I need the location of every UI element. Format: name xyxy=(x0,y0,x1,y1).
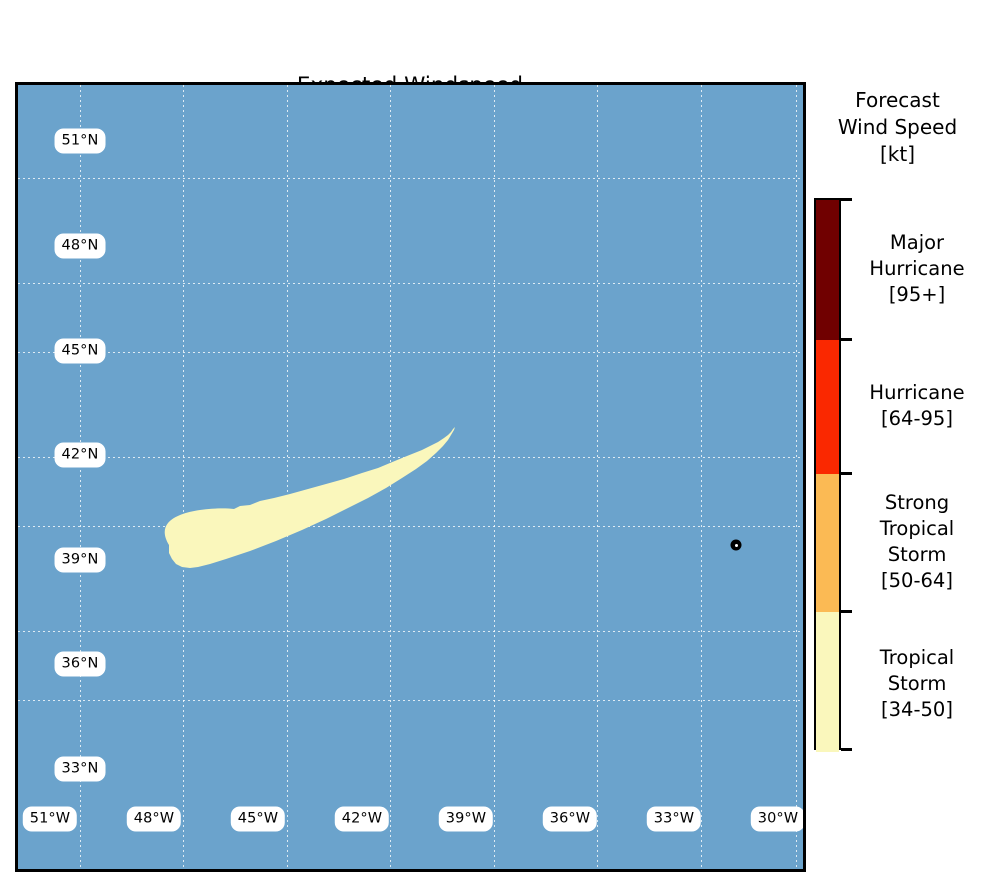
lat-label-48n: 48°N xyxy=(54,233,106,259)
gridline-lat-51n xyxy=(18,178,803,179)
colorbar-label-strong-tropical-storm-line-1: Strong xyxy=(884,491,950,514)
lon-label-36w: 36°W xyxy=(542,806,598,832)
colorbar-label-hurricane-range: [64-95] xyxy=(881,407,953,430)
colorbar-label-tropical-storm-line-2: Storm xyxy=(887,672,947,695)
lat-label-45n: 45°N xyxy=(54,338,106,364)
gridline-lat-45n xyxy=(18,352,803,353)
colorbar-label-tropical-storm-line-1: Tropical xyxy=(879,646,955,669)
colorbar-title-line-3: [kt] xyxy=(879,142,916,166)
lat-label-36n: 36°N xyxy=(54,651,106,677)
colorbar[interactable]: Major Hurricane [95+] Hurricane [64-95] … xyxy=(814,198,989,752)
colorbar-label-major-hurricane-line-1: Major xyxy=(889,231,945,254)
gridline-lat-33n xyxy=(18,700,803,701)
storm-center-marker[interactable] xyxy=(730,539,742,551)
gridline-lon-45w xyxy=(287,85,288,869)
map-canvas: 51°N 48°N 45°N 42°N 39°N 36°N 33°N 51°W … xyxy=(18,85,803,869)
colorbar-label-hurricane-line-1: Hurricane xyxy=(869,381,965,404)
gridline-lon-30w xyxy=(796,85,797,869)
gridline-lon-33w xyxy=(701,85,702,869)
colorbar-title-line-1: Forecast xyxy=(855,88,940,112)
colorbar-segment-major-hurricane xyxy=(816,200,839,340)
colorbar-segment-strong-tropical-storm xyxy=(816,474,839,612)
colorbar-title-line-2: Wind Speed xyxy=(837,115,958,139)
colorbar-label-tropical-storm-range: [34-50] xyxy=(881,698,953,721)
lat-label-33n: 33°N xyxy=(54,756,106,782)
lat-label-51n: 51°N xyxy=(54,128,106,154)
lon-label-39w: 39°W xyxy=(438,806,494,832)
lon-label-51w: 51°W xyxy=(22,806,78,832)
lon-label-33w: 33°W xyxy=(646,806,702,832)
forecast-cone-tropical-storm xyxy=(164,427,455,568)
gridline-lon-48w xyxy=(183,85,184,869)
colorbar-label-strong-tropical-storm-line-2: Tropical xyxy=(879,517,955,540)
colorbar-tick-50 xyxy=(841,610,852,613)
lat-label-39n: 39°N xyxy=(54,547,106,573)
gridline-lon-39w xyxy=(494,85,495,869)
colorbar-segment-hurricane xyxy=(816,340,839,474)
lon-label-30w: 30°W xyxy=(750,806,803,832)
colorbar-label-tropical-storm: Tropical Storm [34-50] xyxy=(845,645,989,723)
colorbar-tick-34 xyxy=(841,748,852,751)
colorbar-tick-64 xyxy=(841,472,852,475)
colorbar-tick-top xyxy=(841,198,852,201)
colorbar-label-major-hurricane: Major Hurricane [95+] xyxy=(845,230,989,308)
colorbar-label-hurricane: Hurricane [64-95] xyxy=(845,380,989,432)
colorbar-label-strong-tropical-storm-line-3: Storm xyxy=(887,543,947,566)
colorbar-label-strong-tropical-storm: Strong Tropical Storm [50-64] xyxy=(845,490,989,594)
colorbar-segment-tropical-storm xyxy=(816,612,839,752)
colorbar-label-major-hurricane-line-2: Hurricane xyxy=(869,257,965,280)
lon-label-48w: 48°W xyxy=(126,806,182,832)
colorbar-title: Forecast Wind Speed [kt] xyxy=(806,87,989,168)
colorbar-label-major-hurricane-range: [95+] xyxy=(888,283,946,306)
gridline-lon-51w xyxy=(80,85,81,869)
gridline-lat-36n xyxy=(18,631,803,632)
gridline-lat-48n xyxy=(18,283,803,284)
colorbar-gradient xyxy=(814,198,841,752)
lon-label-45w: 45°W xyxy=(230,806,286,832)
gridline-lat-39n xyxy=(18,526,803,527)
map-axes[interactable]: 51°N 48°N 45°N 42°N 39°N 36°N 33°N 51°W … xyxy=(15,82,806,872)
gridline-lon-36w xyxy=(597,85,598,869)
colorbar-label-strong-tropical-storm-range: [50-64] xyxy=(881,569,953,592)
lat-label-42n: 42°N xyxy=(54,442,106,468)
colorbar-tick-95 xyxy=(841,338,852,341)
lon-label-42w: 42°W xyxy=(334,806,390,832)
